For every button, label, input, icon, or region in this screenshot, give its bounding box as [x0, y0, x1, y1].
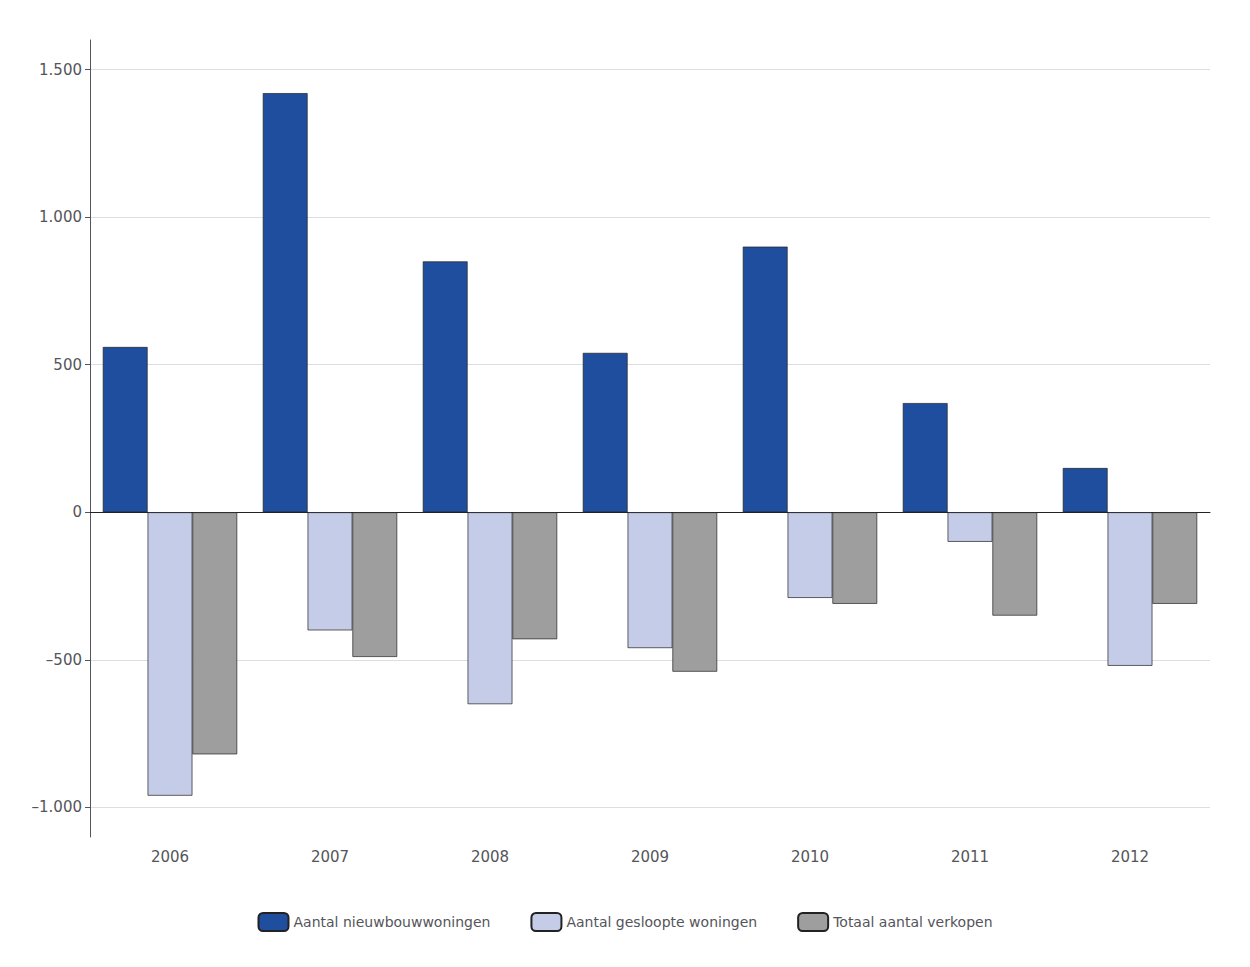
- svg-text:1.000: 1.000: [39, 208, 82, 226]
- svg-text:500: 500: [53, 356, 82, 374]
- svg-text:–1.000: –1.000: [32, 798, 82, 816]
- svg-text:Aantal gesloopte woningen: Aantal gesloopte woningen: [566, 914, 757, 930]
- svg-text:2009: 2009: [631, 848, 669, 866]
- svg-text:2006: 2006: [151, 848, 189, 866]
- svg-text:2010: 2010: [791, 848, 829, 866]
- svg-text:–500: –500: [46, 651, 82, 669]
- svg-text:0: 0: [72, 503, 82, 521]
- svg-text:Aantal nieuwbouwwoningen: Aantal nieuwbouwwoningen: [293, 914, 490, 930]
- svg-text:2012: 2012: [1111, 848, 1149, 866]
- svg-text:Totaal aantal verkopen: Totaal aantal verkopen: [832, 914, 992, 930]
- svg-text:2007: 2007: [311, 848, 349, 866]
- svg-text:2008: 2008: [471, 848, 509, 866]
- svg-text:1.500: 1.500: [39, 61, 82, 79]
- svg-text:2011: 2011: [951, 848, 989, 866]
